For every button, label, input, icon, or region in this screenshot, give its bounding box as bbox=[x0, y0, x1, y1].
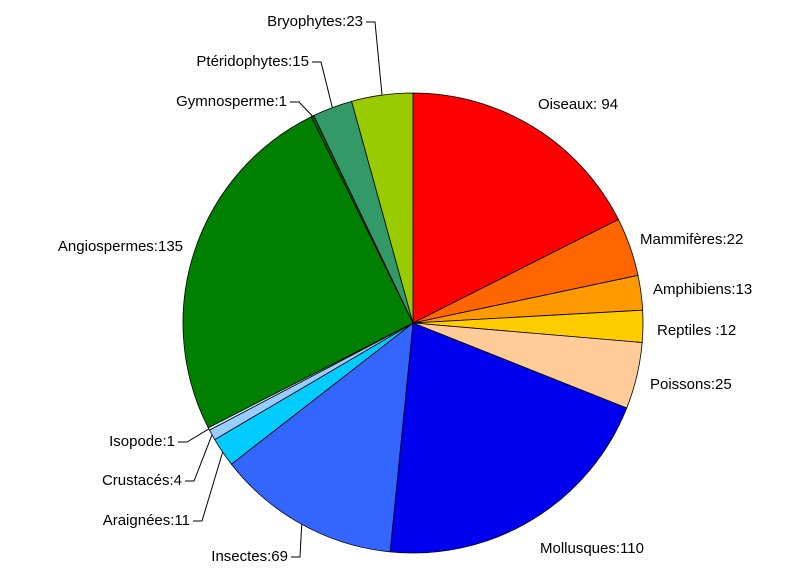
leader-line bbox=[193, 451, 224, 522]
slice-label: Mollusques:110 bbox=[540, 540, 644, 557]
leader-line bbox=[366, 21, 383, 96]
slice-label: Oiseaux: 94 bbox=[538, 96, 618, 113]
slice-label: Crustacés:4 bbox=[102, 472, 182, 489]
slice-label: Gymnosperme:1 bbox=[176, 93, 287, 110]
slice-label: Insectes:69 bbox=[211, 548, 288, 565]
slice-label: Amphibiens:13 bbox=[653, 281, 752, 298]
slice-label: Mammifères:22 bbox=[640, 231, 743, 248]
pie-slice bbox=[389, 322, 628, 554]
slice-label: Poissons:25 bbox=[650, 376, 732, 393]
leader-line bbox=[178, 428, 210, 443]
pie-slice bbox=[182, 116, 414, 429]
slice-label: Reptiles :12 bbox=[657, 322, 736, 339]
pie-slice bbox=[351, 92, 414, 324]
leader-line bbox=[290, 101, 313, 117]
slice-label: Araignées:11 bbox=[103, 512, 190, 529]
slice-label: Isopode:1 bbox=[109, 433, 175, 450]
slice-label: Ptéridophytes:15 bbox=[196, 53, 309, 70]
slice-label: Bryophytes:23 bbox=[267, 13, 363, 30]
slice-label: Angiospermes:135 bbox=[58, 238, 183, 255]
pie-slice bbox=[230, 322, 414, 553]
leader-line bbox=[291, 524, 303, 558]
leader-line bbox=[312, 61, 333, 108]
pie-slice bbox=[412, 92, 619, 324]
leader-line bbox=[185, 434, 213, 482]
